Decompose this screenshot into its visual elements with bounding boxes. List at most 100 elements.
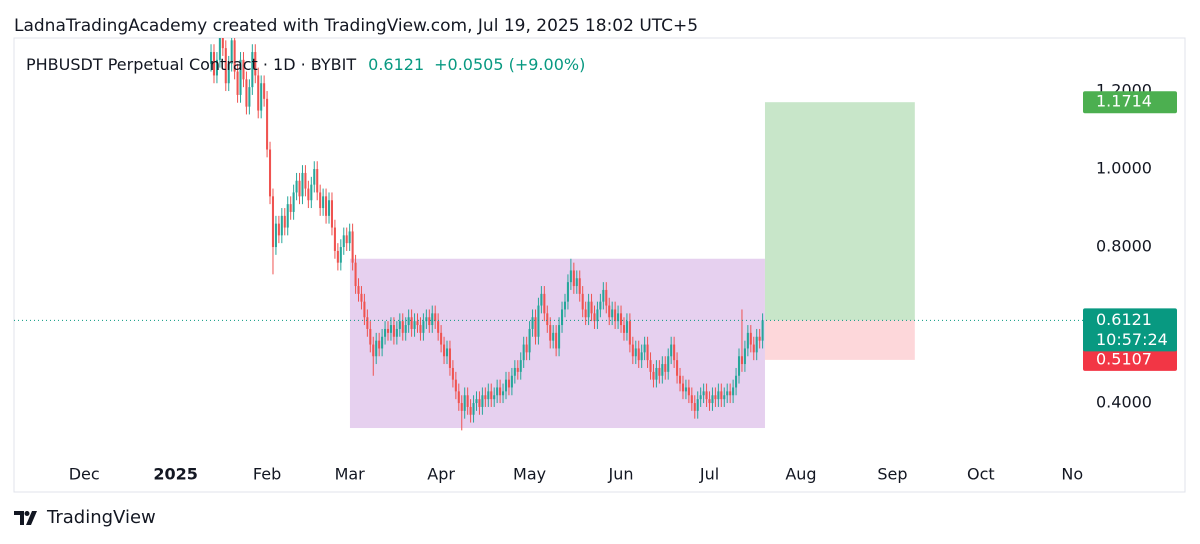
candle-body <box>440 332 443 345</box>
candle-body <box>581 293 584 310</box>
candle-body <box>723 395 726 400</box>
candle-body <box>708 399 711 404</box>
candle-body <box>678 375 682 384</box>
x-tick-label: No <box>1061 465 1083 484</box>
overlay: Dec 2025 Feb Mar Apr May Jun Jul Aug Sep Oct No 0.40… <box>69 81 1177 484</box>
candle-body <box>531 317 534 329</box>
legend: PHBUSDT Perpetual Contract · 1D · BYBIT 0… <box>26 55 585 74</box>
candle-body <box>481 395 484 407</box>
candle-body <box>301 172 304 197</box>
candle-body <box>268 149 272 197</box>
candle-body <box>345 235 348 244</box>
candle-body <box>572 270 575 287</box>
candle-body <box>381 336 384 349</box>
candle-body <box>537 305 540 337</box>
candle-body <box>619 313 623 326</box>
candle-body <box>472 403 475 415</box>
candle-body <box>460 403 463 411</box>
candle-body <box>605 289 608 306</box>
price-label: 0.6121 <box>1096 310 1152 329</box>
candle-body <box>578 278 581 294</box>
candle-body <box>487 391 490 400</box>
candle-body <box>384 328 387 337</box>
candle-body <box>434 313 437 322</box>
candle-body <box>631 344 634 357</box>
candle-body <box>676 360 679 376</box>
x-tick-label: 2025 <box>153 465 198 484</box>
candle-body <box>502 391 505 396</box>
candle-body <box>316 169 319 193</box>
candle-body <box>339 247 342 263</box>
attribution: LadnaTradingAcademy created with Trading… <box>14 16 698 36</box>
target-label: 1.1714 <box>1096 92 1152 111</box>
price-badge <box>1083 308 1177 352</box>
candle-body <box>283 215 286 228</box>
candle-body <box>378 340 381 349</box>
candle-body <box>614 309 617 322</box>
candle-body <box>401 321 404 333</box>
candle-body <box>233 40 236 72</box>
candle-body <box>310 184 313 201</box>
candle-body <box>260 83 263 111</box>
candle-body <box>655 367 658 380</box>
candle-body <box>292 192 295 212</box>
candle-body <box>221 38 224 49</box>
candle-body <box>543 293 546 314</box>
candle-body <box>266 98 269 150</box>
plot-area <box>14 38 1085 431</box>
candle-body <box>617 313 620 322</box>
candle-body <box>746 332 749 349</box>
candle-body <box>658 367 661 376</box>
candle-body <box>519 360 522 372</box>
candle-body <box>749 332 752 345</box>
candle-body <box>215 59 218 76</box>
candle-body <box>758 336 761 341</box>
candle-body <box>490 391 493 400</box>
candle-body <box>466 395 469 407</box>
candle-body <box>295 180 298 193</box>
candle-body <box>212 52 216 76</box>
candle-body <box>422 321 425 333</box>
x-tick-label: Mar <box>335 465 366 484</box>
candle-body <box>224 48 227 84</box>
candle-body <box>687 387 690 396</box>
candle-body <box>640 352 643 361</box>
candle-body <box>443 344 446 357</box>
candle-body <box>263 83 266 99</box>
candle-body <box>416 321 419 326</box>
candle-body <box>407 317 410 326</box>
candle-body <box>690 395 693 404</box>
candle-body <box>681 383 685 392</box>
range-box <box>349 258 765 429</box>
candle-body <box>546 313 549 326</box>
candle-body <box>496 387 499 396</box>
candle-body <box>413 321 416 329</box>
candle-body <box>448 348 451 368</box>
candle-body <box>307 188 310 201</box>
candle-body <box>593 313 596 322</box>
candle-body <box>646 344 649 361</box>
candle-body <box>625 321 628 333</box>
x-tick-label: Apr <box>427 465 455 484</box>
candle-body <box>552 332 555 341</box>
loss-zone <box>764 320 915 360</box>
candle-body <box>330 200 333 228</box>
candle-body <box>602 289 605 302</box>
candle-body <box>702 391 705 396</box>
candle-body <box>248 87 251 107</box>
candle-body <box>566 282 569 302</box>
candle-body <box>540 293 543 306</box>
candle-body <box>230 40 233 64</box>
y-tick-label: 0.4000 <box>1096 393 1152 412</box>
candle-body <box>587 301 590 318</box>
x-tick-label: Aug <box>785 465 816 484</box>
candle-body <box>398 321 401 329</box>
candle-body <box>289 204 292 212</box>
candle-body <box>673 344 676 361</box>
candle-body <box>732 387 735 396</box>
candle-body <box>298 180 301 197</box>
last-price: 0.6121 <box>368 55 424 74</box>
candle-body <box>348 231 351 244</box>
candle-body <box>661 364 664 376</box>
candle-body <box>513 367 516 376</box>
